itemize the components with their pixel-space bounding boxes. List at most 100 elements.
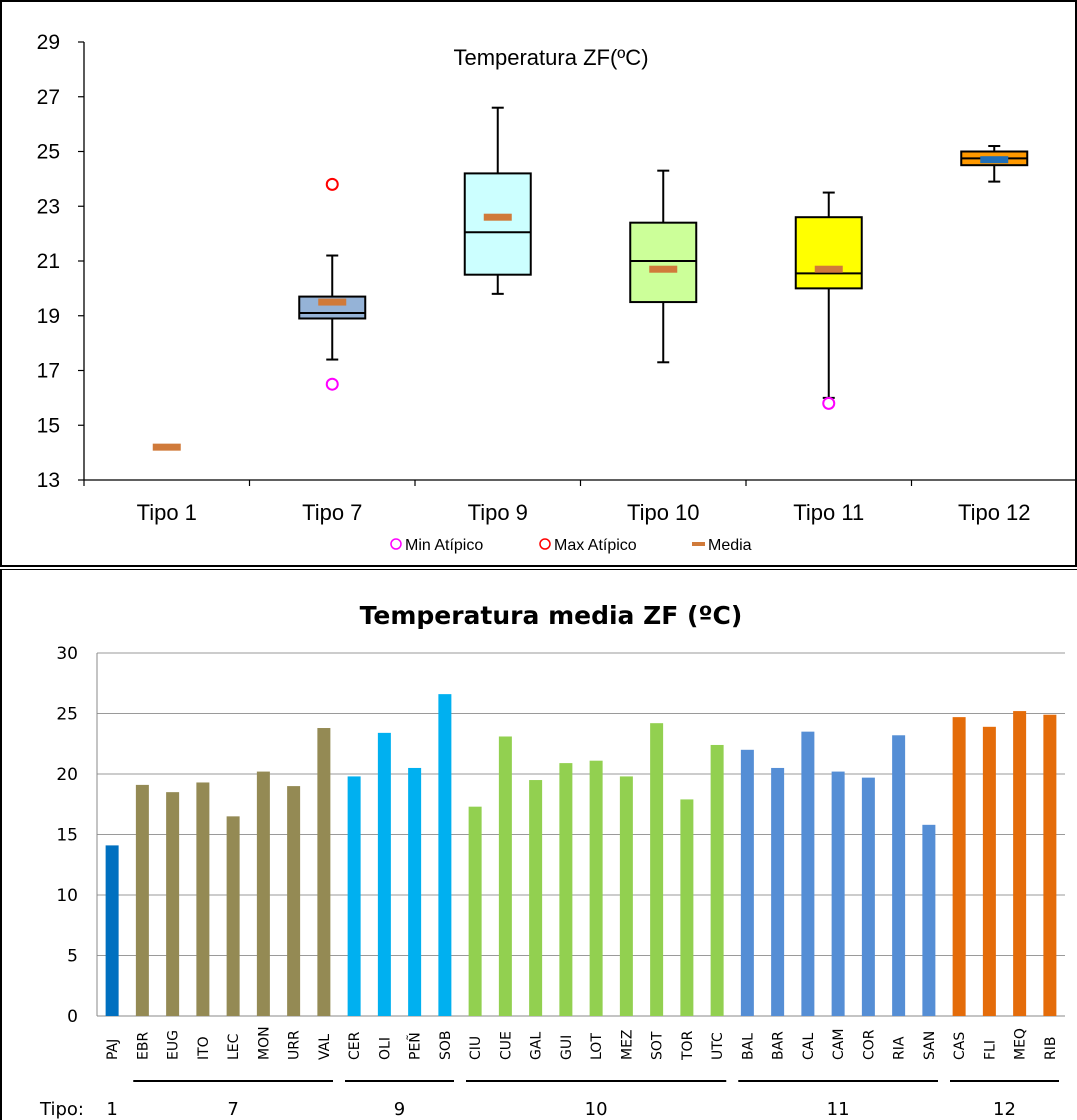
bar-category-label: PAJ bbox=[105, 1039, 121, 1060]
bar-category-label: MEQ bbox=[1013, 1028, 1029, 1060]
bar-category-label: GUI bbox=[559, 1035, 575, 1060]
bar-y-tick-label: 25 bbox=[56, 705, 78, 725]
bar-bal bbox=[740, 749, 754, 1016]
mean-marker bbox=[483, 213, 512, 221]
bar-category-label: CAS bbox=[952, 1032, 968, 1060]
bar-bar bbox=[771, 767, 785, 1016]
bar-fli bbox=[982, 726, 996, 1016]
bar-ebr bbox=[135, 784, 149, 1016]
boxplot-y-tick-label: 19 bbox=[37, 305, 60, 328]
bar-category-label: BAR bbox=[771, 1031, 787, 1060]
bar-category-label: LEC bbox=[226, 1033, 242, 1060]
bar-category-label: VAL bbox=[317, 1034, 333, 1060]
bar-chart-panel bbox=[0, 569, 1077, 1120]
mean-marker bbox=[649, 265, 678, 273]
bar-val bbox=[317, 728, 331, 1016]
bar-plot-area: 0 5 10 15 20 25 30 PAJ EBR EUG ITO LEC MON URR VAL CER O… bbox=[56, 644, 1065, 1120]
bar-y-tick-label: 15 bbox=[56, 826, 78, 846]
mean-marker bbox=[152, 443, 181, 451]
bar-meq bbox=[1013, 711, 1027, 1016]
bar-category-label: UTC bbox=[710, 1032, 726, 1060]
boxplot-panel bbox=[0, 0, 1077, 567]
legend-min-marker bbox=[390, 538, 402, 550]
bar-y-tick-label: 20 bbox=[56, 765, 78, 785]
bar-category-label: BAL bbox=[740, 1033, 756, 1060]
bar-y-tick-label: 10 bbox=[56, 886, 78, 906]
bar-category-label: SOT bbox=[650, 1031, 666, 1060]
bar-category-label: COR bbox=[861, 1029, 877, 1060]
group-prefix-label: Tipo: bbox=[39, 1099, 84, 1120]
bar-category-label: OLI bbox=[377, 1037, 393, 1060]
bar-chart-title: Temperatura media ZF (ºC) bbox=[360, 601, 743, 630]
bar-gui bbox=[559, 763, 573, 1016]
boxplot-y-tick-label: 25 bbox=[37, 141, 60, 164]
legend-media-marker bbox=[692, 542, 705, 546]
bar-y-tick-label: 0 bbox=[67, 1007, 78, 1027]
legend-media-label: Media bbox=[708, 537, 752, 554]
bar-cal bbox=[801, 731, 815, 1016]
boxplot-y-tick-label: 27 bbox=[37, 86, 60, 109]
group-label: 10 bbox=[585, 1099, 608, 1120]
bar-category-label: EUG bbox=[166, 1030, 182, 1060]
bar-category-label: TOR bbox=[680, 1030, 696, 1061]
bar-paj bbox=[105, 845, 119, 1016]
bar-mon bbox=[256, 771, 270, 1016]
min-outlier-point bbox=[325, 377, 339, 391]
bar-tor bbox=[680, 799, 694, 1016]
boxplot-y-tick-label: 29 bbox=[37, 31, 60, 54]
bar-gal bbox=[529, 780, 543, 1016]
mean-marker bbox=[980, 156, 1009, 164]
box-iqr bbox=[463, 172, 532, 276]
min-outlier-point bbox=[822, 396, 836, 410]
bar-cam bbox=[831, 771, 845, 1016]
bar-sob bbox=[438, 694, 452, 1016]
boxplot-y-tick-label: 15 bbox=[37, 414, 60, 437]
group-label: 7 bbox=[227, 1099, 238, 1120]
mean-marker bbox=[814, 265, 843, 273]
group-label: 12 bbox=[993, 1099, 1016, 1120]
bar-peñ bbox=[408, 767, 422, 1016]
bar-category-label: SOB bbox=[438, 1030, 454, 1060]
boxplot-plot-area: 13 15 17 19 21 23 25 27 29 Tipo 1 Tipo 7 Tipo 9 Tipo… bbox=[37, 31, 1077, 525]
bar-ciu bbox=[468, 806, 482, 1016]
group-label: 9 bbox=[394, 1099, 405, 1120]
bar-rib bbox=[1043, 714, 1057, 1016]
boxplot-category-label: Tipo 9 bbox=[468, 500, 528, 525]
bar-category-label: CAL bbox=[801, 1033, 817, 1060]
bar-category-label: CER bbox=[347, 1031, 363, 1060]
bar-ito bbox=[196, 782, 210, 1016]
bar-san bbox=[922, 824, 936, 1016]
boxplot-category-label: Tipo 11 bbox=[793, 500, 864, 525]
boxplot-category-label: Tipo 7 bbox=[302, 500, 362, 525]
bar-category-label: RIA bbox=[892, 1036, 908, 1060]
bar-category-label: SAN bbox=[922, 1031, 938, 1060]
bar-category-label: MEZ bbox=[619, 1029, 635, 1060]
bar-category-label: LOT bbox=[589, 1033, 605, 1060]
bar-urr bbox=[287, 786, 301, 1016]
box-iqr bbox=[794, 216, 863, 290]
boxplot-y-tick-label: 23 bbox=[37, 195, 60, 218]
bar-category-label: ITO bbox=[196, 1036, 212, 1060]
bar-category-label: CUE bbox=[498, 1031, 514, 1060]
bar-oli bbox=[377, 732, 391, 1016]
bar-utc bbox=[710, 744, 724, 1016]
bar-category-label: MON bbox=[256, 1026, 272, 1060]
bar-cas bbox=[952, 717, 966, 1016]
group-label: 11 bbox=[827, 1099, 850, 1120]
bar-cer bbox=[347, 776, 361, 1016]
bar-lec bbox=[226, 816, 240, 1016]
boxplot-title: Temperatura ZF(ºC) bbox=[453, 45, 648, 70]
legend-min-label: Min Atípico bbox=[405, 537, 483, 554]
bar-category-label: EBR bbox=[135, 1032, 151, 1060]
max-outlier-point bbox=[325, 177, 339, 191]
bar-cor bbox=[861, 777, 875, 1016]
bar-category-label: FLI bbox=[982, 1040, 998, 1060]
bar-cue bbox=[498, 736, 512, 1016]
group-label: 1 bbox=[106, 1099, 117, 1120]
boxplot-y-tick-label: 13 bbox=[37, 469, 60, 492]
boxplot-category-label: Tipo 1 bbox=[137, 500, 197, 525]
legend-max-marker bbox=[539, 538, 551, 550]
bar-category-label: RIB bbox=[1043, 1037, 1059, 1060]
bar-ria bbox=[892, 735, 906, 1016]
